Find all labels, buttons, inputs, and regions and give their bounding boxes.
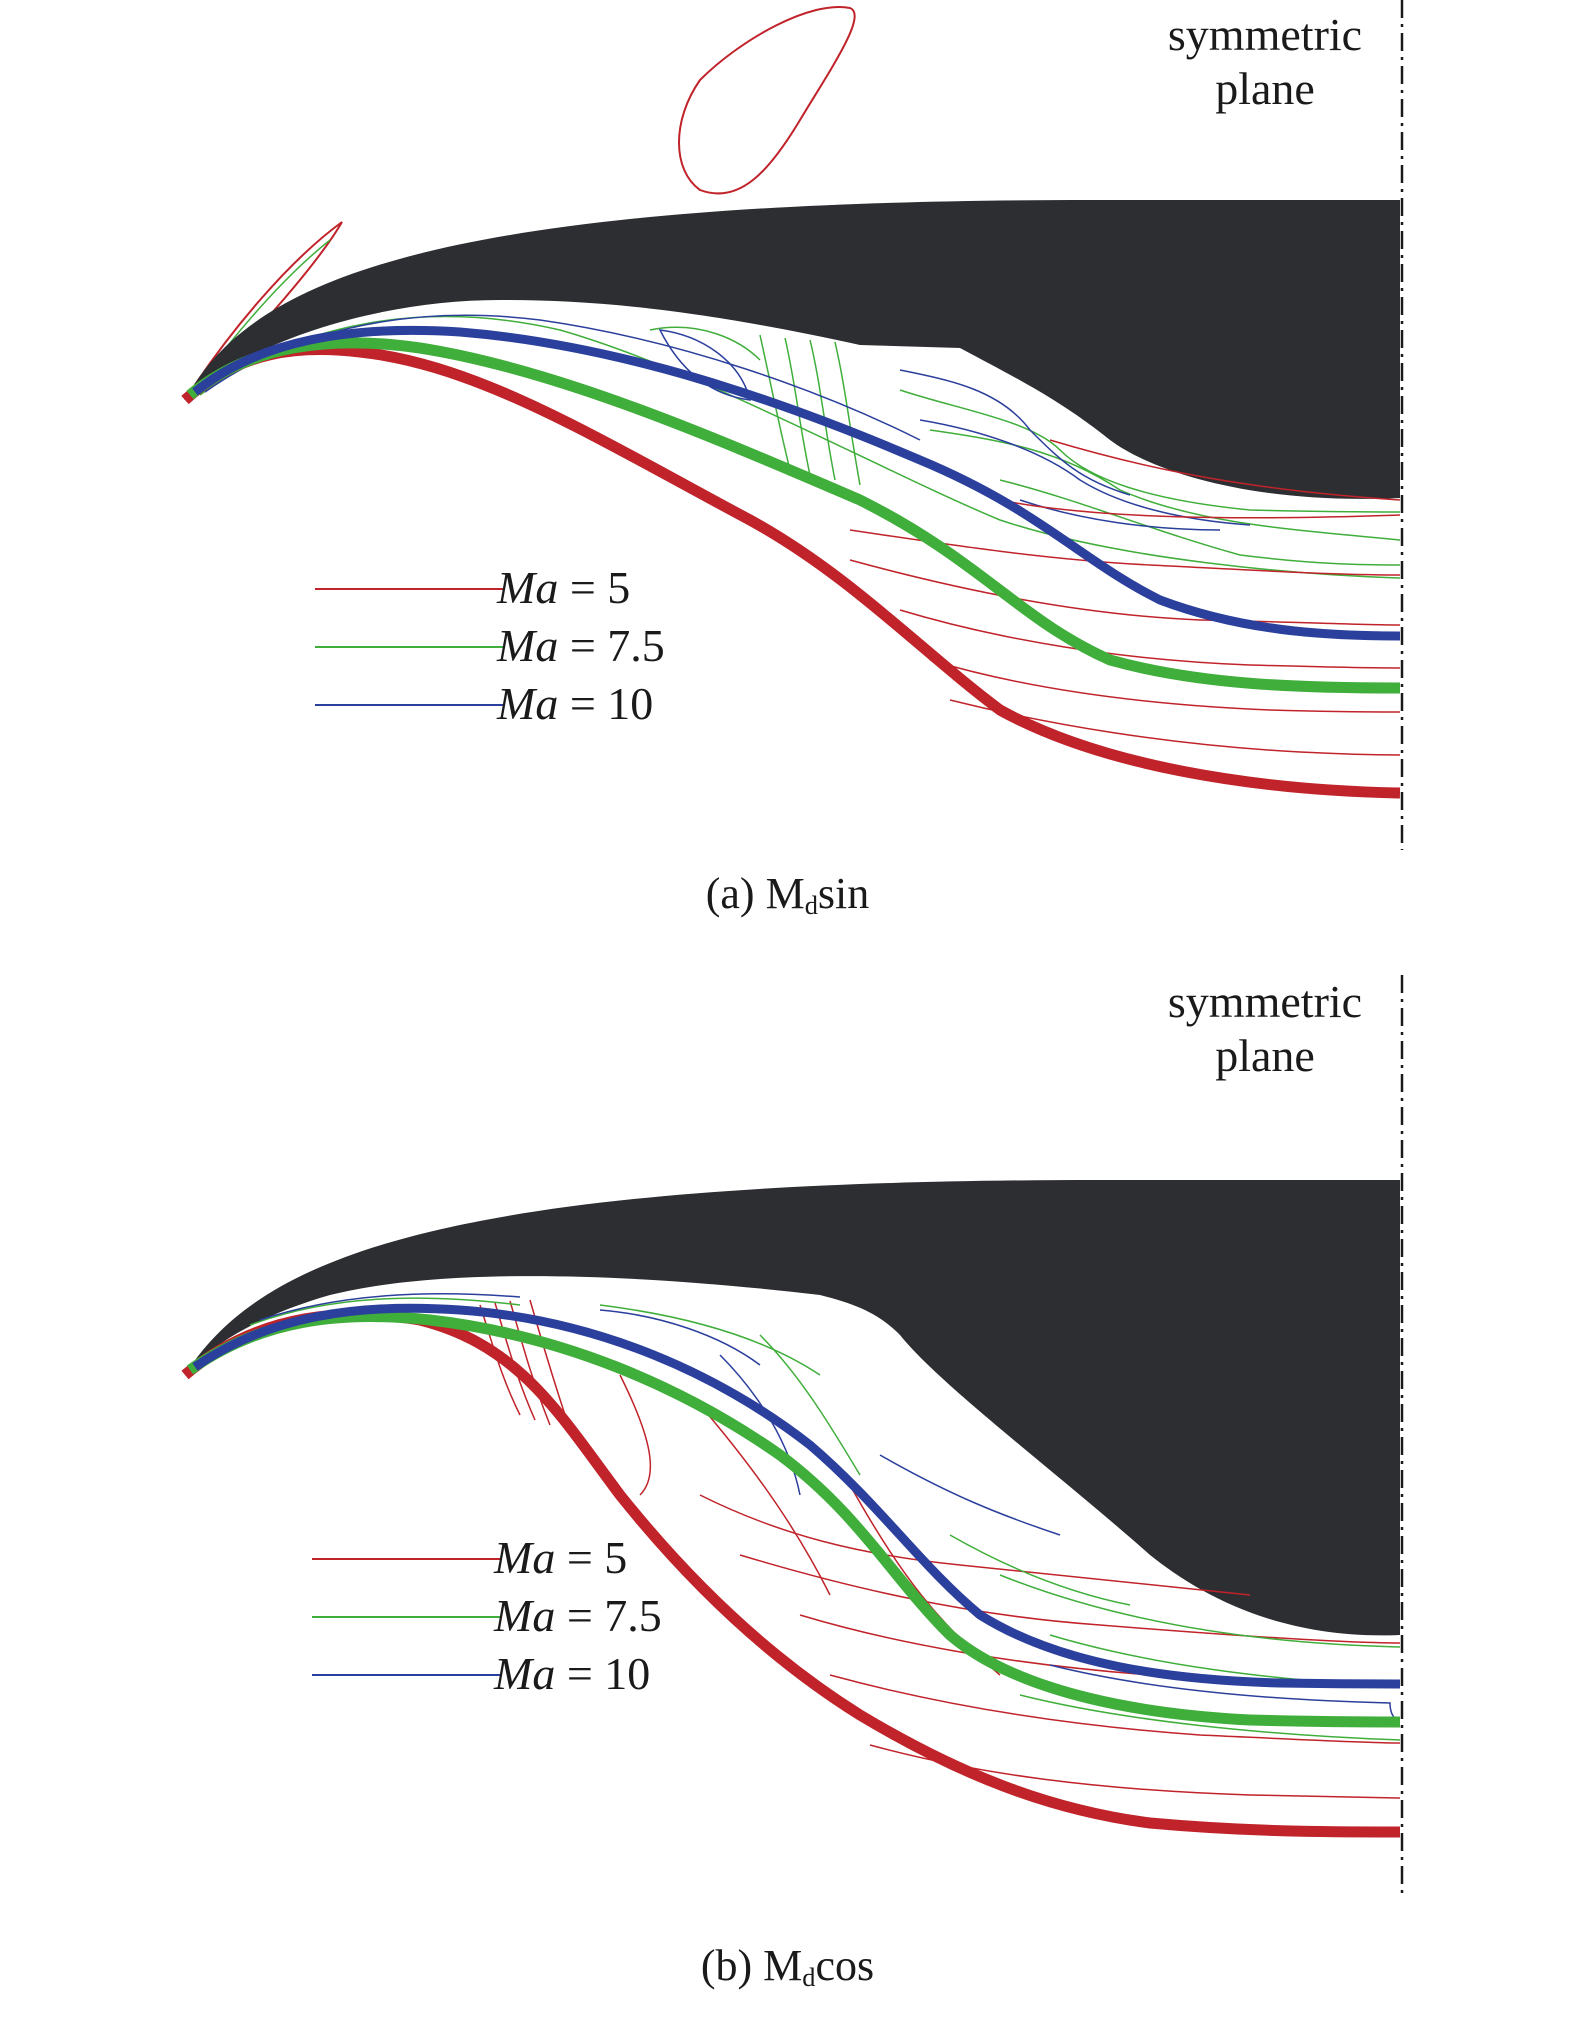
legend-swatch [315, 646, 505, 648]
legend-b: Ma = 5 Ma = 7.5 Ma = 10 [312, 1530, 732, 1710]
symmetric-plane-label-a: symmetric plane [1135, 8, 1395, 116]
symmetric-plane-label-b: symmetric plane [1135, 975, 1395, 1083]
contour-plot-a [181, 0, 1404, 850]
panel-a: symmetric plane Ma = 5 Ma = 7.5 Ma = 10 … [0, 0, 1575, 940]
symmetric-label-line1: symmetric [1167, 976, 1363, 1027]
shock-ma10-a [192, 325, 1401, 641]
legend-swatch [315, 704, 505, 706]
legend-label: Ma = 10 [494, 1648, 651, 1699]
shock-ma75-b [186, 1311, 1401, 1728]
ma10-inner-contours-b [259, 1293, 1401, 1721]
shock-ma75-a [186, 337, 1401, 694]
legend-swatch [315, 588, 505, 590]
ma75-inner-contours-b [249, 1297, 1401, 1741]
caption-a: (a) Mdsin [705, 869, 870, 920]
legend-swatch [312, 1674, 502, 1676]
symmetric-label-line1: symmetric [1167, 9, 1363, 60]
legend-label: Ma = 7.5 [494, 1590, 662, 1641]
body-shape-b [185, 1180, 1400, 1636]
legend-swatch [312, 1616, 502, 1618]
legend-label: Ma = 5 [494, 1532, 628, 1583]
symmetric-label-line2: plane [1215, 1030, 1315, 1081]
body-shape-a [185, 200, 1400, 499]
panel-b: symmetric plane Ma = 5 Ma = 7.5 Ma = 10 … [0, 975, 1575, 2018]
caption-b: (b) Mdcos [700, 1941, 875, 1992]
ma5-isolated-contour [678, 6, 856, 195]
ma5-inner-contours [849, 439, 1401, 756]
shock-ma10-b [192, 1303, 1401, 1689]
legend-label: Ma = 7.5 [497, 620, 665, 671]
symmetric-label-line2: plane [1215, 63, 1315, 114]
legend-a: Ma = 5 Ma = 7.5 Ma = 10 [315, 560, 735, 740]
legend-label: Ma = 10 [497, 678, 654, 729]
shock-ma5-a [181, 343, 1401, 799]
contour-plot-b [181, 975, 1404, 1895]
legend-swatch [312, 1558, 502, 1560]
legend-label: Ma = 5 [497, 562, 631, 613]
